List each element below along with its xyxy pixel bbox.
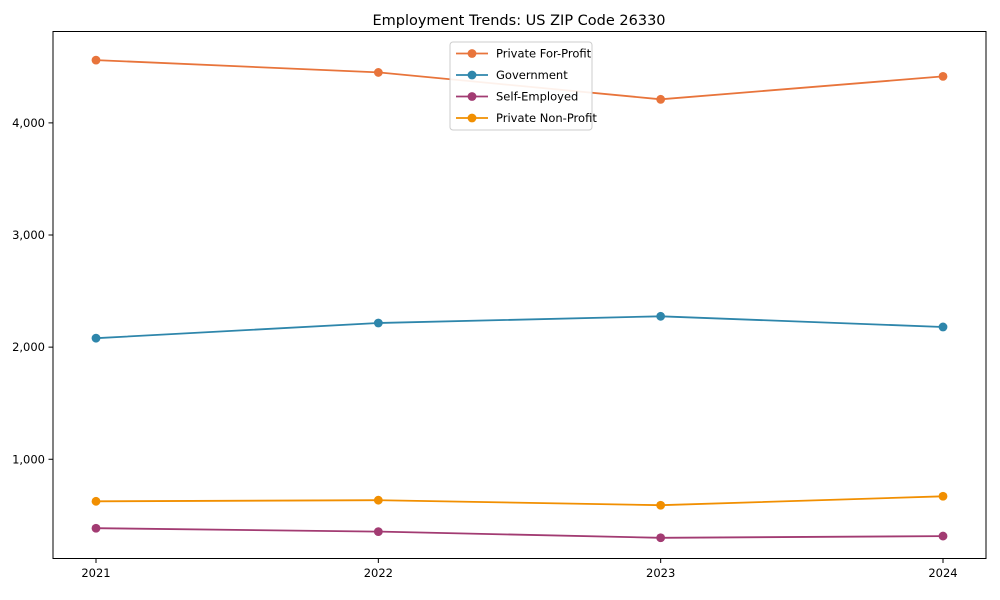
x-axis-tick-label: 2022 <box>364 566 393 580</box>
data-point-marker <box>656 94 666 104</box>
data-point-marker <box>938 322 948 332</box>
x-axis-tick-label: 2021 <box>81 566 110 580</box>
legend-marker <box>467 92 477 101</box>
y-axis-tick-label: 3,000 <box>12 228 45 242</box>
data-point-marker <box>373 495 383 505</box>
legend-label-government: Government <box>496 68 568 82</box>
data-point-marker <box>373 318 383 328</box>
data-point-marker <box>656 311 666 321</box>
series-line-government <box>95 315 944 340</box>
plot-area: 1,000 2,000 3,000 4,000 2021 2022 2023 2024 Priv… <box>12 31 987 580</box>
series-line-self-employed <box>95 527 944 539</box>
series-line-private-non-profit <box>95 495 944 507</box>
legend-label-private-for-profit: Private For-Profit <box>496 47 592 61</box>
chart-title: Employment Trends: US ZIP Code 26330 <box>372 13 665 29</box>
legend-label-self-employed: Self-Employed <box>496 90 578 104</box>
legend-marker <box>467 113 477 123</box>
data-point-marker <box>938 71 948 81</box>
y-axis-tick-label: 2,000 <box>12 340 45 354</box>
data-point-marker <box>91 523 101 533</box>
data-point-marker <box>373 68 383 77</box>
data-point-marker <box>656 533 666 543</box>
axes-frame <box>52 31 987 559</box>
data-point-marker <box>91 55 101 65</box>
legend-marker <box>467 70 477 80</box>
data-point-marker <box>91 333 101 343</box>
x-axis-tick-label: 2024 <box>928 566 957 580</box>
x-axis-tick-label: 2023 <box>646 566 675 580</box>
legend-box <box>449 41 593 131</box>
data-point-marker <box>938 491 948 501</box>
legend-label-private-non-profit: Private Non-Profit <box>496 111 597 125</box>
data-point-marker <box>91 496 101 506</box>
data-point-marker <box>938 531 948 541</box>
data-point-marker <box>656 500 666 510</box>
y-axis-tick-label: 1,000 <box>12 452 45 466</box>
legend-marker <box>467 49 477 58</box>
y-axis-tick-label: 4,000 <box>12 116 45 130</box>
data-point-marker <box>373 527 383 536</box>
